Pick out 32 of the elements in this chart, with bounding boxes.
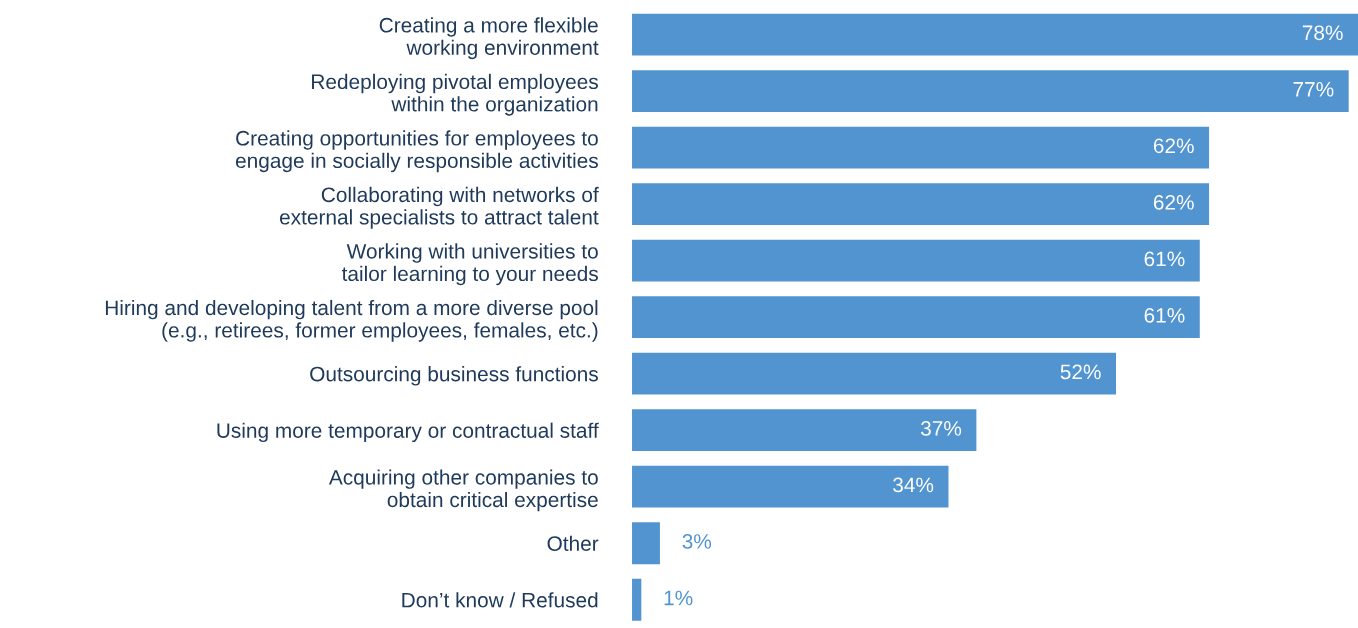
data-label: 37% [920,421,962,436]
data-label: 34% [893,477,934,493]
bar [632,465,949,508]
bar [632,296,1200,339]
data-label: 62% [1153,138,1194,154]
y-tick-label: Using more temporary or contractual staff [217,422,599,443]
data-label: 61% [1144,251,1185,267]
bar [632,409,977,452]
y-tick-label: Hiring and developing talent from a more diverse pool (e.g., retirees, former employees, females, etc.) [105,299,598,342]
y-tick-label: Creating opportunities for employees to engage in socially responsible activities [235,130,598,173]
y-tick-label: Other [547,535,599,551]
bar [632,352,1116,395]
y-tick-label: Outsourcing business functions [310,366,598,386]
bar [632,239,1200,282]
y-tick-label: Working with universities to tailor learning to your needs [341,243,598,286]
bar [632,522,660,565]
data-label: 62% [1153,194,1194,210]
bar [632,70,1349,112]
data-label: 61% [1144,307,1185,323]
y-tick-label: Acquiring other companies to obtain critical expertise [328,469,598,512]
bar [632,126,1210,169]
bar [632,183,1210,226]
y-tick-label: Don’t know / Refused [402,592,598,608]
data-label: 52% [1060,364,1101,380]
bar [632,13,1358,56]
data-label: 3% [682,534,712,549]
data-label: 77% [1293,81,1334,97]
data-label: 78% [1302,25,1343,41]
y-tick-label: Redeploying pivotal employees within the organization [312,73,598,116]
y-tick-label: Collaborating with networks of external specialists to attract talent [279,186,599,229]
data-label: 1% [664,590,693,606]
y-tick-label: Creating a more flexible working environment [379,17,599,60]
